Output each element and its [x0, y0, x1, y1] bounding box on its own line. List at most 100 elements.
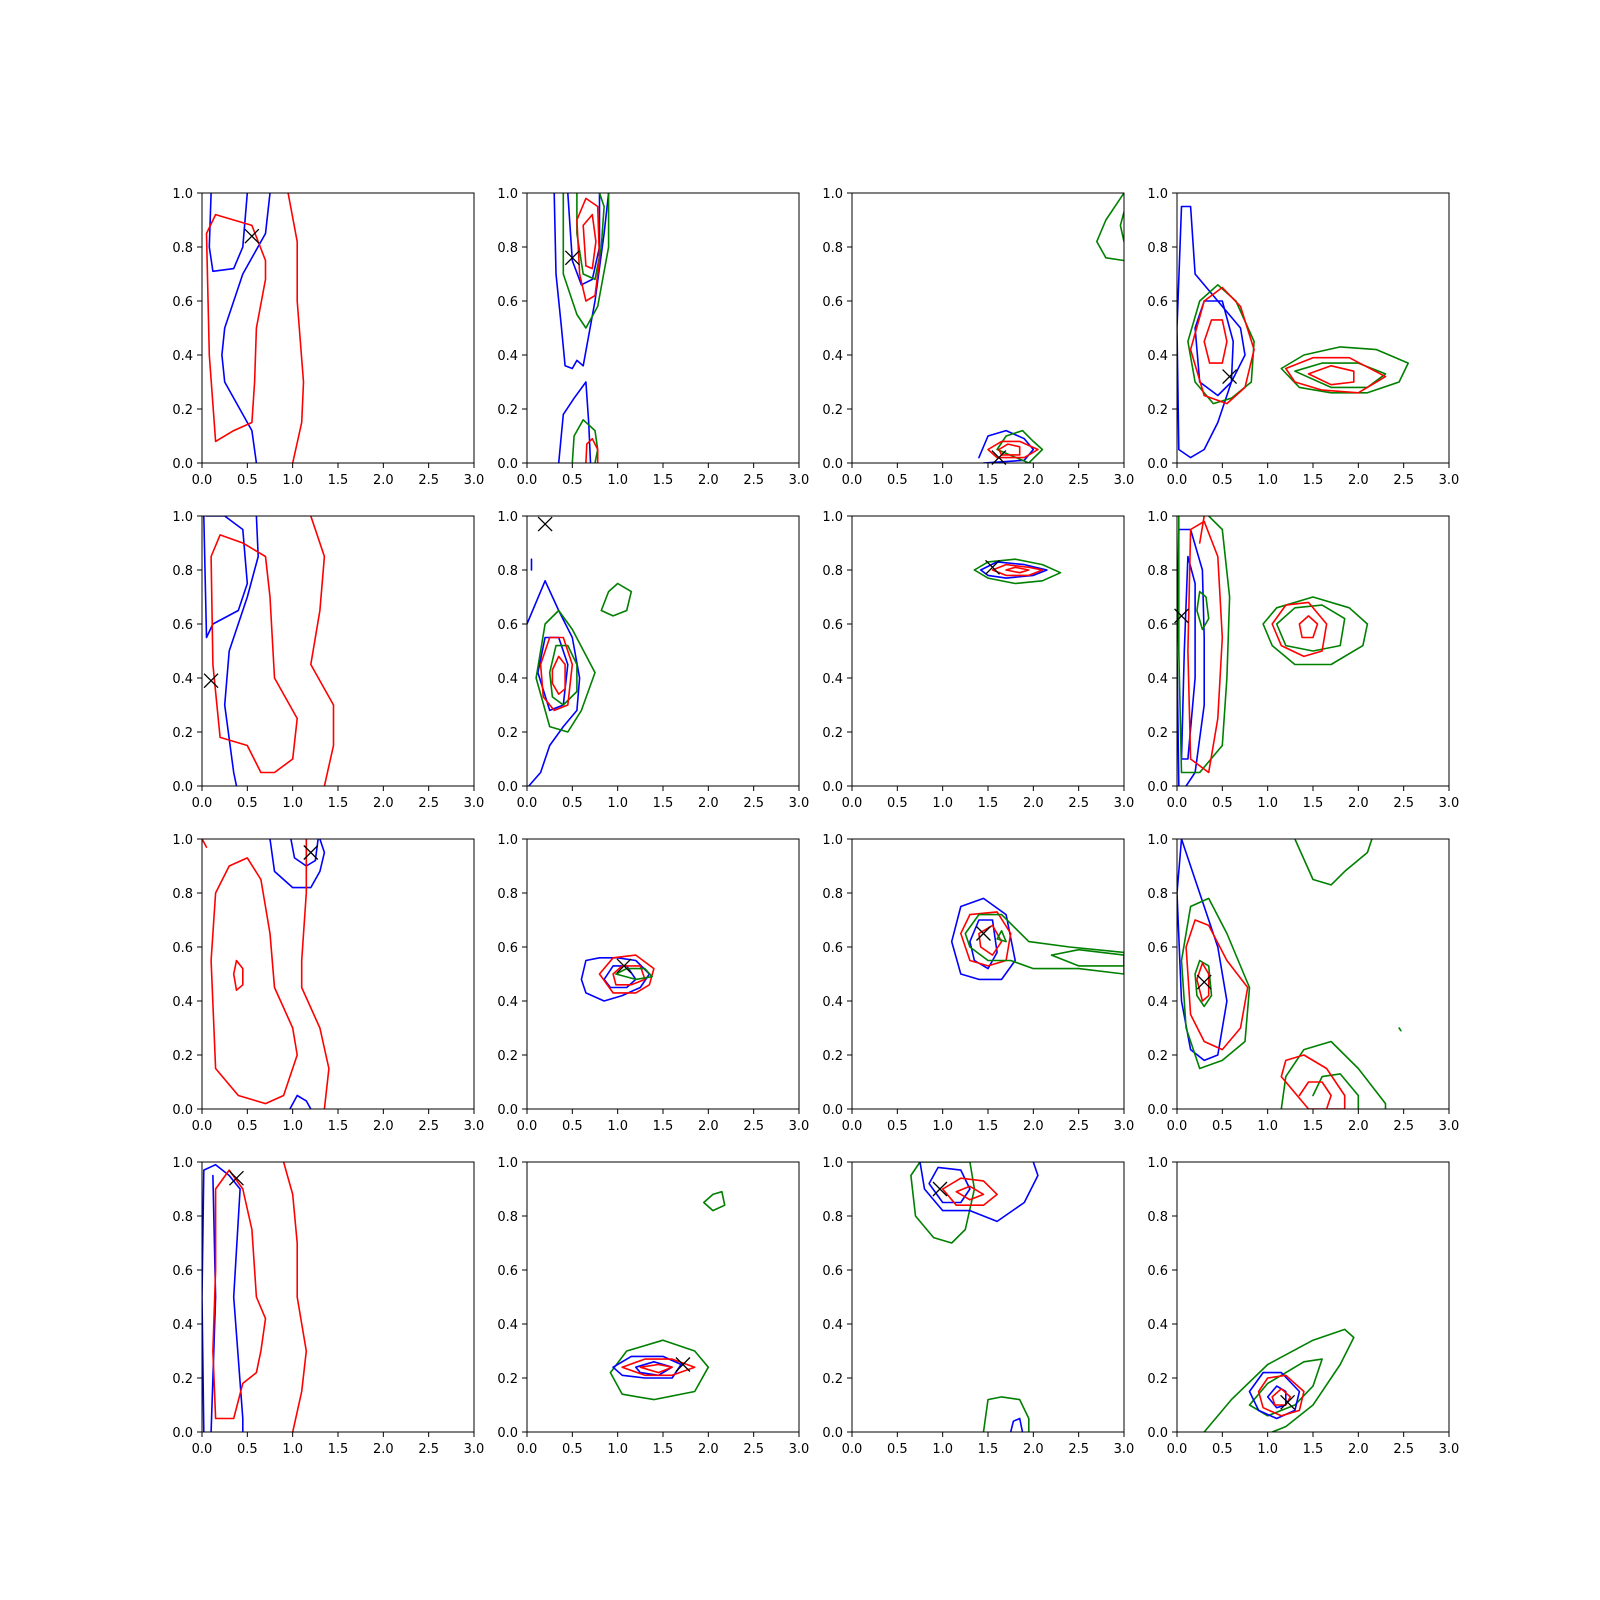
- contour-red-4: [1203, 319, 1228, 364]
- contour-blue-1: [527, 579, 581, 786]
- contour-blue-1: [919, 1162, 1039, 1223]
- contour-green-2: [1178, 516, 1231, 774]
- x-tick-label: 0.5: [237, 1442, 258, 1457]
- contour-lines: [1177, 516, 1369, 786]
- contour-green-0: [1096, 193, 1124, 262]
- contour-lines: [203, 516, 335, 786]
- contour-green-6: [996, 929, 1007, 943]
- contour-lines: [1203, 1328, 1355, 1432]
- y-tick-label: 0.8: [822, 1210, 843, 1225]
- y-tick-label: 0.2: [497, 726, 518, 741]
- y-tick-label: 0.6: [1147, 618, 1168, 633]
- y-tick-label: 0.0: [822, 457, 843, 472]
- x-tick-label: 2.0: [698, 796, 719, 811]
- x-tick-label: 0.0: [517, 1119, 538, 1134]
- y-tick-label: 1.0: [497, 833, 518, 848]
- y-tick-label: 0.0: [497, 457, 518, 472]
- x-marker: [228, 1170, 244, 1186]
- y-tick-label: 0.8: [1147, 241, 1168, 256]
- x-tick-label: 0.0: [517, 473, 538, 488]
- contour-blue-0: [202, 1163, 244, 1432]
- y-tick-label: 0.8: [497, 564, 518, 579]
- contour-blue-0: [269, 839, 326, 889]
- y-tick-label: 0.4: [1147, 349, 1168, 364]
- x-tick-label: 1.5: [978, 1119, 999, 1134]
- contour-red-4: [1257, 1374, 1305, 1417]
- y-tick-label: 1.0: [497, 187, 518, 202]
- x-tick-label: 1.0: [1257, 1119, 1278, 1134]
- x-tick-label: 3.0: [789, 1119, 810, 1134]
- y-tick-label: 1.0: [497, 1156, 518, 1171]
- x-tick-label: 1.5: [653, 796, 674, 811]
- y-tick-label: 0.0: [822, 780, 843, 795]
- contour-blue-0: [553, 193, 610, 370]
- y-tick-label: 0.2: [1147, 1049, 1168, 1064]
- x-marker: [244, 228, 260, 244]
- y-tick-label: 1.0: [172, 510, 193, 525]
- contour-red-3: [1185, 919, 1249, 1051]
- x-tick-label: 2.5: [743, 1119, 764, 1134]
- contour-lines: [205, 193, 305, 463]
- contour-blue-2: [1248, 1371, 1301, 1420]
- contour-green-3: [1196, 590, 1210, 631]
- y-tick-label: 0.4: [1147, 672, 1168, 687]
- contour-blue-0: [1177, 205, 1246, 459]
- subplot-14: 0.0 0.5 1.0 1.5 2.0 2.5 3.0 0.0 0.2 0.4 0.6 0.8 1.0: [497, 1156, 809, 1457]
- contour-red-3: [612, 965, 646, 986]
- x-tick-label: 1.0: [282, 1119, 303, 1134]
- x-tick-label: 1.5: [1303, 796, 1324, 811]
- contour-red-2: [205, 213, 267, 443]
- y-tick-label: 0.8: [1147, 564, 1168, 579]
- y-tick-label: 1.0: [1147, 510, 1168, 525]
- subplot-1: 0.0 0.5 1.0 1.5 2.0 2.5 3.0 0.0 0.2 0.4 0.6 0.8 1.0: [172, 187, 484, 488]
- contour-red-2: [991, 563, 1044, 577]
- x-marker: [991, 450, 1007, 466]
- x-marker: [1196, 974, 1212, 990]
- y-tick-label: 1.0: [1147, 187, 1168, 202]
- contour-green-5: [548, 644, 578, 706]
- contour-green-5: [982, 1396, 1030, 1432]
- contour-blue-0: [1177, 528, 1205, 786]
- x-tick-label: 0.5: [1212, 473, 1233, 488]
- contour-lines: [978, 193, 1124, 463]
- contour-red-2: [210, 534, 299, 774]
- y-tick-label: 0.6: [1147, 1264, 1168, 1279]
- x-tick-label: 2.0: [1348, 796, 1369, 811]
- y-tick-label: 0.8: [1147, 1210, 1168, 1225]
- x-tick-label: 2.0: [1348, 1119, 1369, 1134]
- x-tick-label: 0.0: [842, 473, 863, 488]
- contour-red-5: [1198, 516, 1205, 544]
- y-tick-label: 0.2: [497, 403, 518, 418]
- contour-green-0: [973, 558, 1062, 585]
- subplot-2: 0.0 0.5 1.0 1.5 2.0 2.5 3.0 0.0 0.2 0.4 0.6 0.8 1.0: [497, 187, 809, 488]
- contour-blue-1: [1194, 300, 1234, 397]
- contour-green-6: [1262, 596, 1369, 666]
- y-tick-label: 0.6: [172, 941, 193, 956]
- contour-green-3: [600, 582, 633, 617]
- x-tick-label: 2.5: [418, 1442, 439, 1457]
- contour-red-3: [210, 857, 299, 1105]
- contour-green-6: [1398, 1027, 1402, 1032]
- x-tick-label: 2.5: [1068, 1119, 1089, 1134]
- contour-red-6: [576, 197, 601, 302]
- x-tick-label: 2.0: [373, 473, 394, 488]
- contour-blue-0: [203, 516, 249, 639]
- y-tick-label: 0.2: [822, 1049, 843, 1064]
- contour-lines: [1177, 205, 1409, 459]
- contour-green-1: [1119, 211, 1124, 243]
- x-tick-label: 1.5: [978, 796, 999, 811]
- subplot-10: 0.0 0.5 1.0 1.5 2.0 2.5 3.0 0.0 0.2 0.4 0.6 0.8 1.0: [497, 833, 809, 1134]
- contour-blue-1: [979, 561, 1048, 579]
- y-tick-label: 0.0: [497, 780, 518, 795]
- x-tick-label: 2.5: [1068, 473, 1089, 488]
- x-tick-label: 1.0: [607, 1442, 628, 1457]
- x-tick-label: 0.0: [1167, 1119, 1188, 1134]
- contour-blue-1: [221, 193, 271, 463]
- x-tick-label: 1.0: [1257, 473, 1278, 488]
- y-tick-label: 0.4: [822, 995, 843, 1010]
- contour-green-8: [1312, 1073, 1360, 1109]
- contour-red-9: [1280, 1054, 1346, 1109]
- x-tick-label: 0.5: [562, 1119, 583, 1134]
- x-tick-label: 3.0: [1114, 473, 1135, 488]
- x-tick-label: 1.5: [1303, 1119, 1324, 1134]
